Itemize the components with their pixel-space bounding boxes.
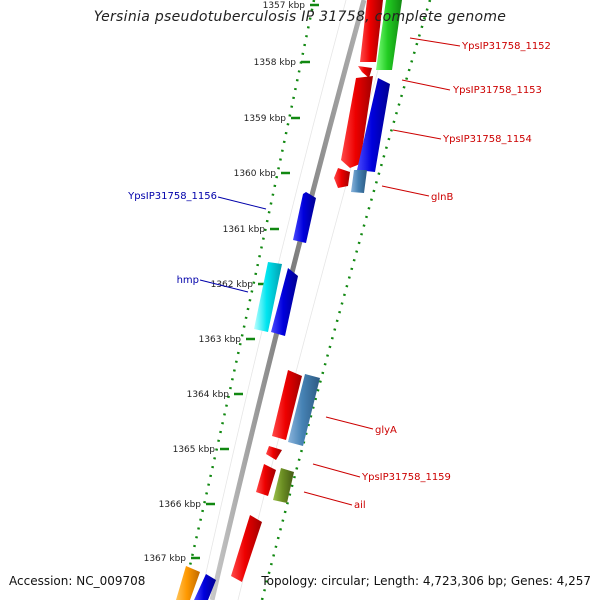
accession-label: Accession: bbox=[9, 574, 73, 588]
ruler-tick-labels: 1357 kbp 1358 kbp 1359 kbp 1360 kbp 1361 kbp… bbox=[144, 1, 306, 564]
gene-ypsip31758-1152b[interactable] bbox=[376, 0, 402, 70]
genome-stats: Topology: circular; Length: 4,723,306 bp… bbox=[261, 574, 591, 588]
ruler-tick-label: 1366 kbp bbox=[159, 500, 202, 510]
accession-value: NC_009708 bbox=[76, 574, 146, 588]
topology-label: Topology: bbox=[261, 574, 318, 588]
genes-value: 4,257 bbox=[556, 574, 591, 588]
ruler-tick-label: 1361 kbp bbox=[223, 225, 266, 235]
gene-ypsip31758-1159[interactable] bbox=[256, 464, 276, 496]
ruler-dotted-arc bbox=[180, 0, 316, 600]
gene-ypsip31758-1152[interactable] bbox=[360, 0, 383, 62]
ruler-tick-label: 1365 kbp bbox=[173, 445, 216, 455]
gene-orange-bottom[interactable] bbox=[176, 566, 200, 600]
gene-ail[interactable] bbox=[273, 468, 294, 503]
topology-value: circular bbox=[321, 574, 366, 588]
separator: ; bbox=[365, 574, 374, 588]
gene-blue-near-hmp[interactable] bbox=[271, 268, 298, 336]
gene-fragment-arrow bbox=[358, 66, 372, 78]
right-gene-labels: YpsIP31758_1152 YpsIP31758_1153 YpsIP31758… bbox=[354, 41, 551, 511]
ruler-tick-label: 1357 kbp bbox=[263, 1, 306, 11]
left-label-connectors bbox=[199, 196, 267, 293]
genome-title: Yersinia pseudotuberculosis IP 31758, co… bbox=[93, 9, 507, 25]
ruler-tick-label: 1362 kbp bbox=[211, 280, 254, 290]
ruler-ticks bbox=[191, 3, 319, 560]
gene-label[interactable]: glnB bbox=[431, 192, 453, 203]
genes-label: Genes: bbox=[510, 574, 553, 588]
gene-blue-bottom[interactable] bbox=[194, 574, 216, 600]
gene-label[interactable]: YpsIP31758_1156 bbox=[127, 191, 217, 202]
ruler-tick-label: 1358 kbp bbox=[254, 58, 297, 68]
forward-strand-band bbox=[237, 0, 399, 600]
ruler-tick-label: 1367 kbp bbox=[144, 554, 187, 564]
gene-glnb[interactable] bbox=[351, 170, 367, 193]
gene-label[interactable]: ail bbox=[354, 500, 366, 511]
accession-info: Accession: NC_009708 bbox=[9, 574, 145, 588]
gene-label[interactable]: YpsIP31758_1153 bbox=[452, 85, 542, 96]
length-value: 4,723,306 bp bbox=[422, 574, 503, 588]
gene-label[interactable]: glyA bbox=[375, 425, 397, 436]
gene-small-red-arrow bbox=[334, 168, 350, 188]
gene-red-bottom[interactable] bbox=[231, 515, 262, 582]
ruler-tick-label: 1364 kbp bbox=[187, 390, 230, 400]
gene-label[interactable]: hmp bbox=[177, 275, 199, 286]
gene-label[interactable]: YpsIP31758_1159 bbox=[361, 472, 451, 483]
ruler-tick-label: 1363 kbp bbox=[199, 335, 242, 345]
gene-red-near-glya[interactable] bbox=[272, 370, 302, 440]
gene-label[interactable]: YpsIP31758_1154 bbox=[442, 134, 532, 145]
gene-ypsip31758-1156[interactable] bbox=[293, 192, 316, 243]
length-label: Length: bbox=[373, 574, 420, 588]
separator: ; bbox=[502, 574, 511, 588]
gene-ypsip31758-1153[interactable] bbox=[341, 76, 373, 168]
gene-small-red-1158 bbox=[266, 446, 282, 460]
gene-glya[interactable] bbox=[288, 374, 320, 446]
gene-hmp[interactable] bbox=[254, 262, 282, 332]
gene-features bbox=[176, 0, 402, 600]
ruler-tick-label: 1360 kbp bbox=[234, 169, 277, 179]
gene-ypsip31758-1154[interactable] bbox=[357, 78, 390, 172]
gene-label[interactable]: YpsIP31758_1152 bbox=[461, 41, 551, 52]
ruler-tick-label: 1359 kbp bbox=[244, 114, 287, 124]
right-label-connectors bbox=[303, 37, 461, 506]
